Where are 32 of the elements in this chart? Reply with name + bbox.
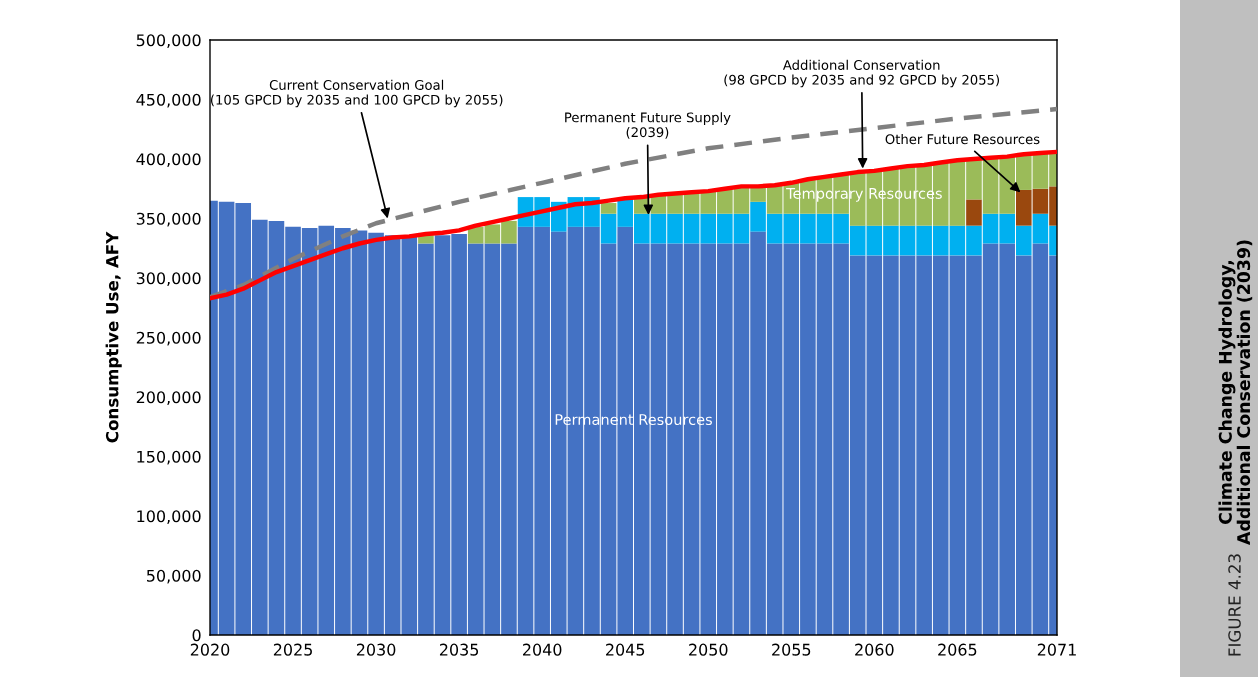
x-tick-label: 2030 xyxy=(356,643,396,656)
y-tick-label: 250,000 xyxy=(136,331,201,346)
y-tick-label: 500,000 xyxy=(136,34,201,48)
x-tick-label: 2020 xyxy=(190,643,230,656)
x-tick-label: 2035 xyxy=(439,643,479,656)
y-tick-label: 300,000 xyxy=(136,272,201,286)
x-tick-label: 2025 xyxy=(273,643,312,656)
caption: FIGURE 4.23 xyxy=(1228,554,1241,656)
x-tick-label: 2071 xyxy=(1037,643,1076,656)
y-tick-label: 450,000 xyxy=(136,93,201,108)
x-tick-label: 2050 xyxy=(689,643,728,656)
text: Climate Change Hydrology, Additional Conservation (2039) xyxy=(1218,240,1253,545)
y-axis-title: Consumptive Use, AFY xyxy=(105,231,122,443)
annotation: Other Future Resources xyxy=(885,133,1040,145)
y-tick-label: 150,000 xyxy=(137,450,201,465)
y-tick-label: 400,000 xyxy=(136,153,201,167)
x-tick-label: 2045 xyxy=(606,643,645,656)
y-tick-label: 350,000 xyxy=(136,212,201,227)
x-tick-label: 2065 xyxy=(938,643,977,656)
annotation: Additional Conservation (98 GPCD by 2035 and 92 GPCD by 2055) xyxy=(724,59,999,88)
y-tick-label: 50,000 xyxy=(147,569,201,584)
annotation: Permanent Future Supply (2039) xyxy=(565,112,731,139)
x-tick-label: 2040 xyxy=(523,643,562,656)
line-series xyxy=(210,149,1057,301)
x-tick-label: 2060 xyxy=(855,643,894,656)
y-tick-label: 0 xyxy=(192,629,201,642)
bar xyxy=(966,199,982,226)
y-tick-label: 100,000 xyxy=(137,510,201,524)
bar xyxy=(600,203,617,214)
x-tick-label: 2055 xyxy=(772,643,811,656)
y-tick-label: 200,000 xyxy=(136,391,201,405)
annotation: Current Conservation Goal (105 GPCD by 2035 and 100 GPCD by 2055) xyxy=(211,79,503,108)
